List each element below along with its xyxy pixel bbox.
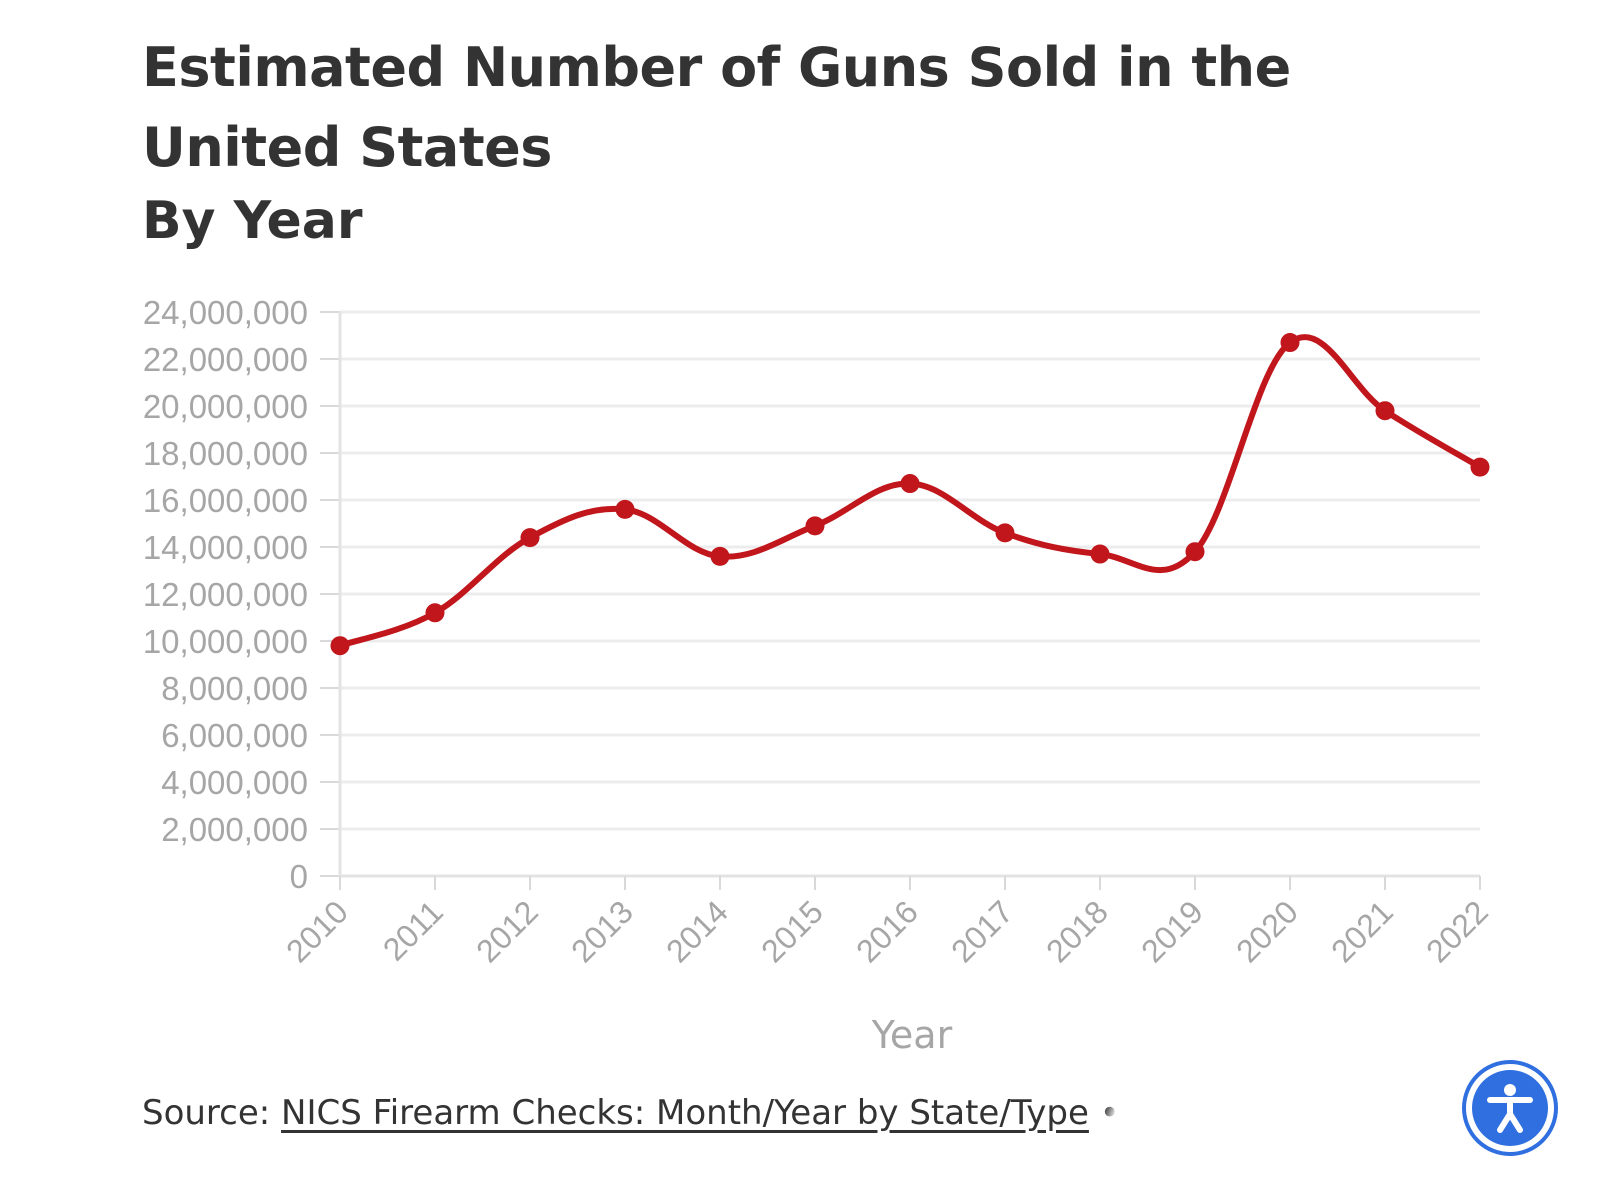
grid-lines [340, 310, 1480, 831]
data-point[interactable] [995, 523, 1015, 543]
y-tick-label: 6,000,000 [161, 717, 308, 754]
x-axis-title: Year [871, 1013, 953, 1057]
y-tick-label: 0 [290, 858, 308, 895]
y-tick-labels: 0 2,000,000 4,000,000 6,000,000 8,000,000 10,… [143, 294, 308, 895]
y-tick-label: 22,000,000 [143, 341, 308, 378]
x-tick-label: 2022 [1419, 893, 1495, 969]
x-tick-label: 2015 [754, 893, 830, 969]
y-tick-label: 20,000,000 [143, 388, 308, 425]
y-tick-label: 16,000,000 [143, 482, 308, 519]
accessibility-button-face [1472, 1070, 1548, 1146]
chart-title: Estimated Number of Guns Sold in the Uni… [142, 36, 1291, 179]
source-prefix: Source: [142, 1093, 282, 1133]
y-tick-label: 8,000,000 [161, 670, 308, 707]
data-point[interactable] [425, 603, 445, 623]
data-point[interactable] [520, 528, 540, 548]
data-point[interactable] [1185, 542, 1205, 562]
line-chart: 0 2,000,000 4,000,000 6,000,000 8,000,000 10,… [143, 294, 1495, 1057]
y-tick-label: 12,000,000 [143, 576, 308, 613]
blurred-region [1108, 1092, 1408, 1162]
series [330, 333, 1490, 656]
data-point[interactable] [805, 516, 825, 536]
y-tick-label: 24,000,000 [143, 294, 308, 331]
data-point[interactable] [1375, 401, 1395, 421]
x-tick-label: 2012 [469, 893, 545, 969]
accessibility-button[interactable] [1462, 1060, 1558, 1156]
x-tick-label: 2016 [849, 893, 925, 969]
x-tick-label: 2018 [1039, 893, 1115, 969]
data-point[interactable] [710, 546, 730, 566]
data-point[interactable] [615, 499, 635, 519]
y-tick-label: 2,000,000 [161, 811, 308, 848]
x-tick-label: 2017 [944, 893, 1020, 969]
accessibility-icon [1487, 1084, 1533, 1133]
x-tick-label: 2020 [1229, 893, 1305, 969]
y-tick-label: 10,000,000 [143, 623, 308, 660]
x-tick-label: 2013 [564, 893, 640, 969]
source-link[interactable]: NICS Firearm Checks: Month/Year by State… [281, 1093, 1089, 1133]
x-tick-label: 2011 [376, 893, 450, 967]
x-tick-label: 2021 [1324, 893, 1400, 969]
x-tick-labels: 2010 2011 2012 2013 2014 2015 2016 2017 2018 2019… [279, 893, 1495, 969]
x-tick-label: 2014 [659, 893, 735, 969]
axes [320, 311, 1481, 890]
chart-subtitle: By Year [142, 191, 363, 251]
data-point[interactable] [1470, 457, 1490, 477]
data-point[interactable] [1090, 544, 1110, 564]
source-line: Source: NICS Firearm Checks: Month/Year … [142, 1086, 1120, 1140]
data-point[interactable] [1280, 333, 1300, 353]
data-point[interactable] [900, 474, 920, 494]
y-tick-label: 4,000,000 [161, 764, 308, 801]
y-tick-label: 18,000,000 [143, 435, 308, 472]
y-tick-label: 14,000,000 [143, 529, 308, 566]
x-tick-label: 2019 [1134, 893, 1210, 969]
x-tick-label: 2010 [279, 893, 355, 969]
data-point[interactable] [330, 636, 350, 656]
